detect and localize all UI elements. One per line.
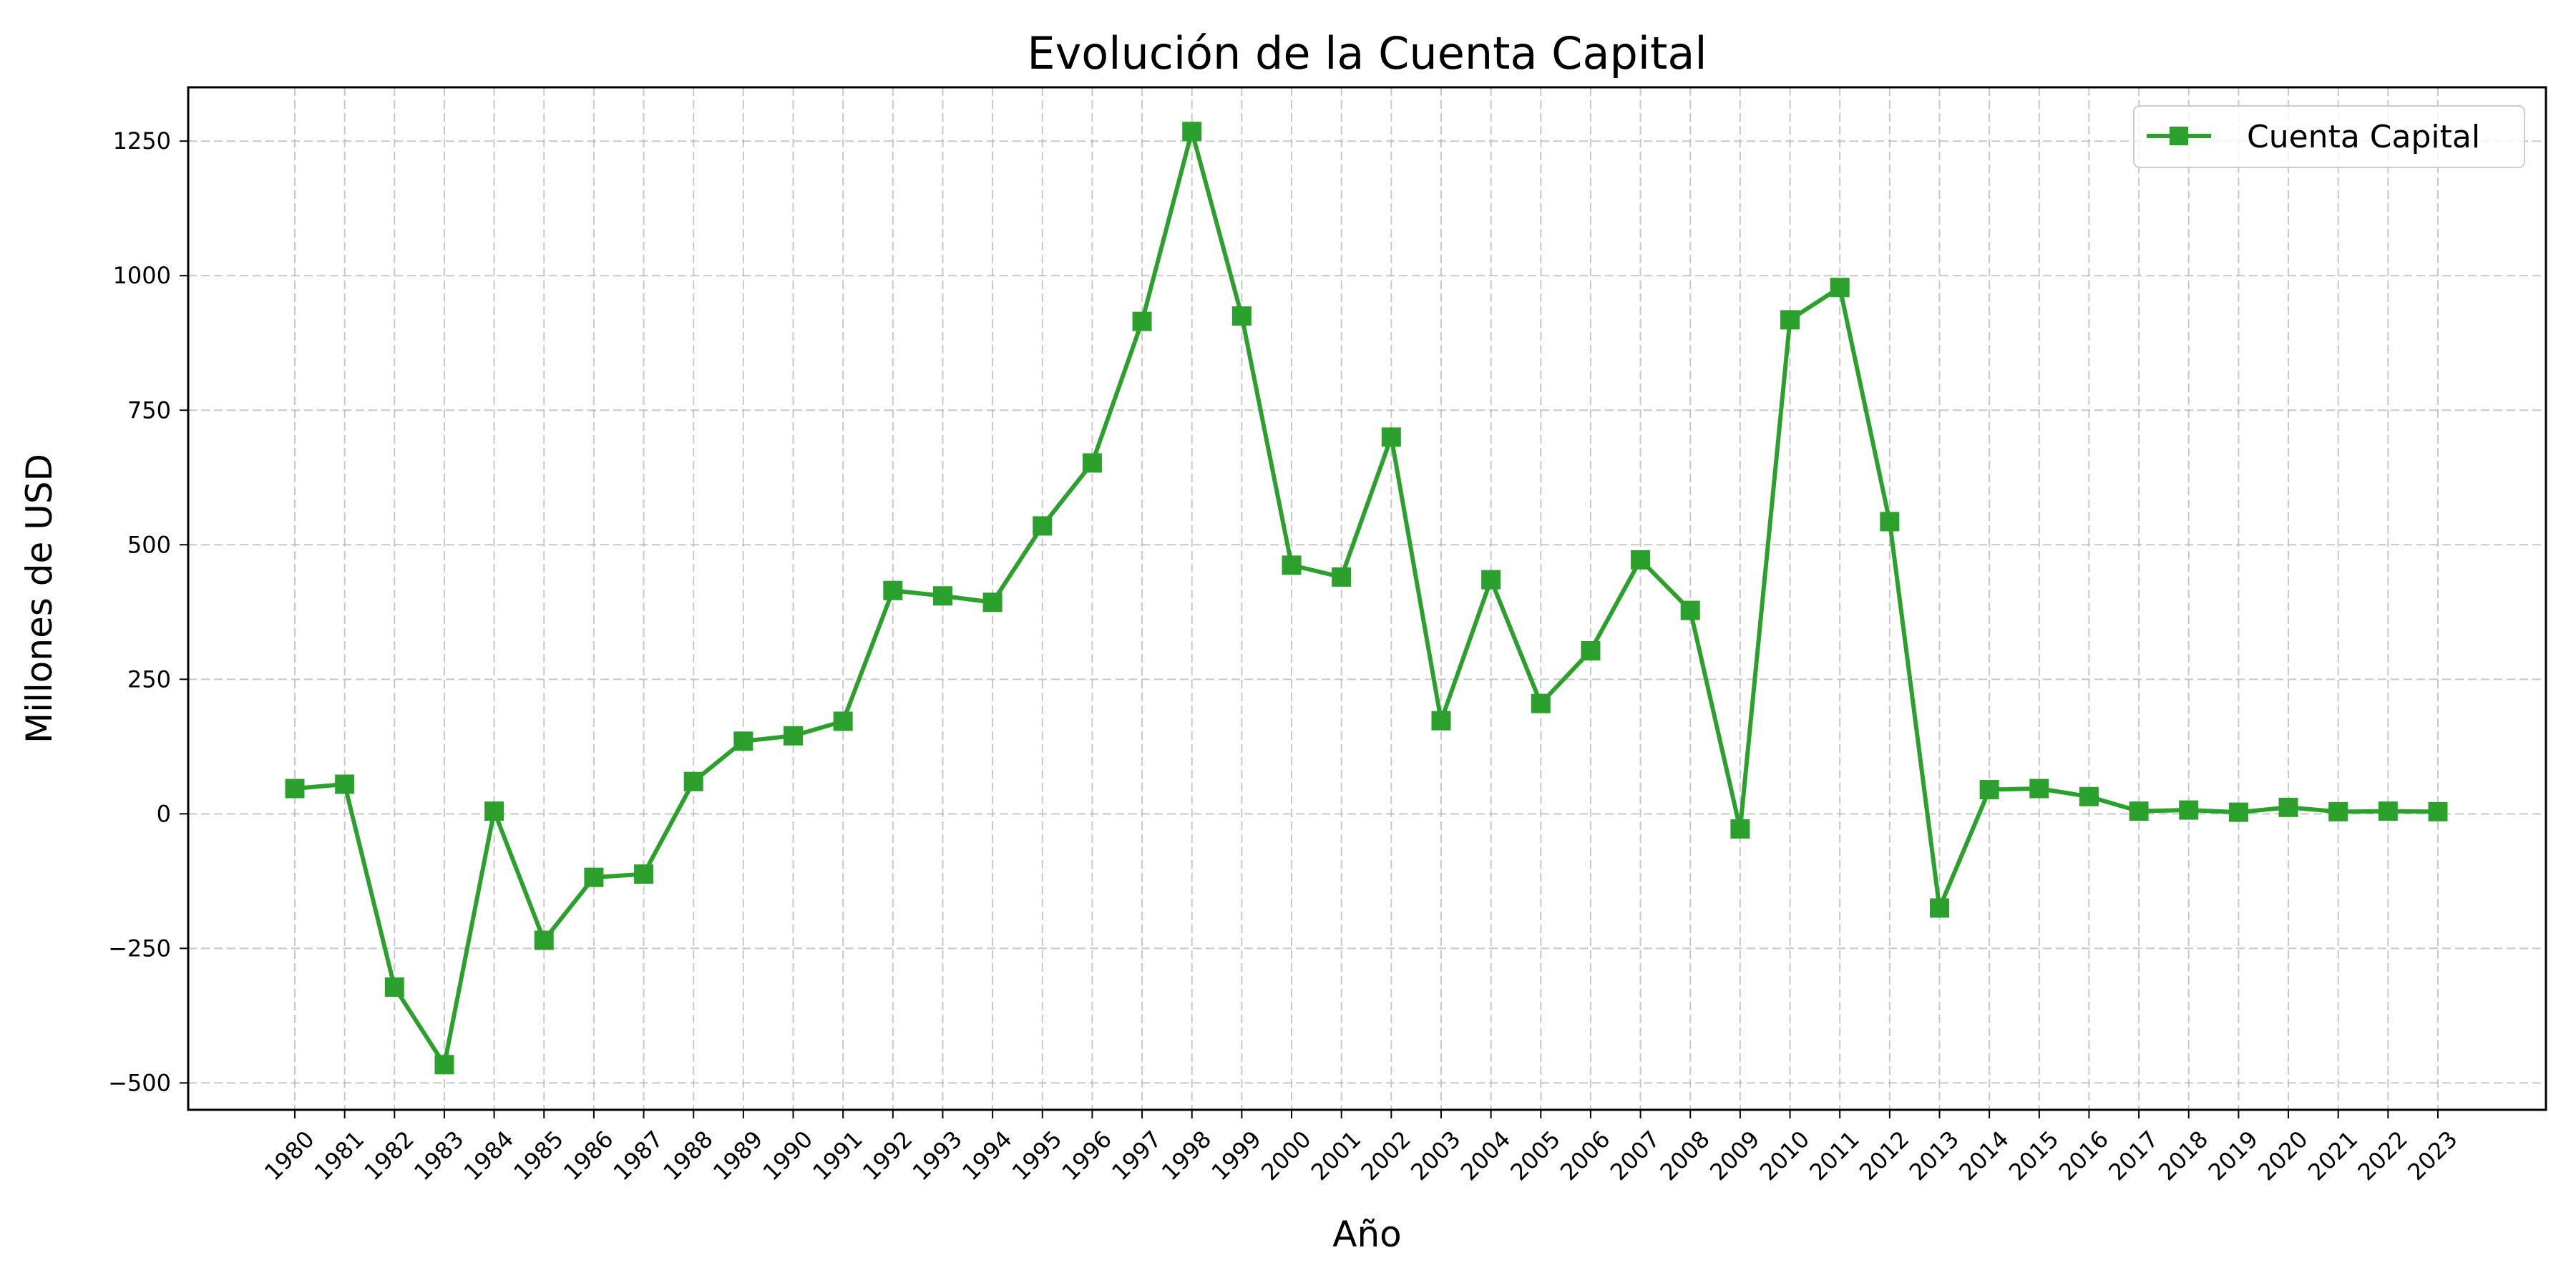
data-point-marker [1581,640,1601,660]
y-tick-label: 1250 [113,127,171,155]
data-point-marker [883,580,903,600]
data-point-marker [2079,786,2099,806]
data-point-marker [2179,800,2199,820]
data-point-marker [634,864,654,884]
data-point-marker [584,867,604,887]
data-point-marker [1631,550,1651,570]
data-point-marker [2029,779,2049,799]
data-point-marker [1182,122,1202,142]
data-point-marker [833,711,853,731]
data-point-marker [1431,711,1451,731]
data-point-marker [2228,802,2248,822]
data-point-marker [434,1055,454,1075]
y-tick-label: −250 [108,935,171,962]
legend: Cuenta Capital [2133,105,2525,168]
data-point-marker [1680,600,1700,620]
y-tick-label: 0 [157,800,171,827]
data-point-marker [1282,555,1302,575]
data-point-marker [384,977,404,997]
data-point-marker [1880,512,1900,532]
data-point-marker [982,592,1002,613]
data-point-marker [1082,453,1102,473]
data-point-marker [2378,801,2398,821]
x-axis-title: Año [1332,1214,1401,1255]
series-layer [285,122,2448,1075]
y-axis-title: Millones de USD [19,454,60,743]
data-point-marker [2129,801,2149,821]
data-point-marker [733,731,753,751]
data-point-marker [1531,693,1551,713]
data-point-marker [1132,311,1152,331]
data-point-marker [335,774,355,794]
data-point-marker [2428,801,2448,821]
data-point-marker [1033,516,1053,536]
y-tick-label: −500 [108,1069,171,1096]
data-point-marker [1929,898,1949,918]
data-point-marker [683,771,703,791]
data-point-marker [2328,801,2348,821]
data-point-marker [1231,306,1252,326]
data-point-marker [1830,278,1850,298]
grid-layer [188,87,2546,1110]
data-point-marker [784,726,804,746]
data-point-marker [285,779,305,799]
data-point-marker [484,801,504,821]
y-tick-label: 250 [127,665,171,693]
data-point-marker [932,586,952,606]
data-point-marker [1332,567,1352,587]
data-point-marker [1979,779,1999,799]
y-tick-label: 500 [127,531,171,558]
legend-label: Cuenta Capital [2247,119,2480,155]
legend-marker-swatch [2170,127,2188,145]
data-point-marker [534,930,554,950]
legend-box [2133,105,2525,168]
data-point-marker [1381,427,1401,447]
y-tick-label: 1000 [113,262,171,289]
y-tick-label: 750 [127,396,171,424]
plot-frame [187,86,2547,1111]
data-point-marker [1730,819,1750,839]
data-point-marker [2278,797,2298,817]
data-point-marker [1481,570,1501,590]
chart-title: Evolución de la Cuenta Capital [1027,27,1707,79]
data-point-marker [1780,310,1800,330]
